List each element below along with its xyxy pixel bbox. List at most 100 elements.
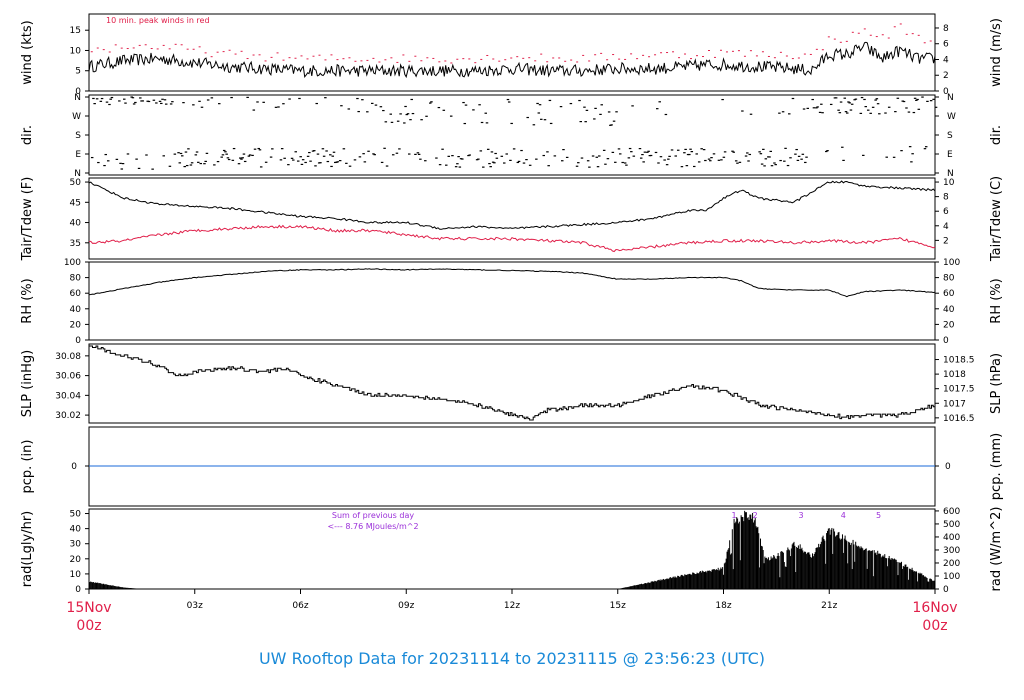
left-tick-label: 5 — [75, 67, 81, 77]
right-tick-label: N — [947, 93, 954, 103]
x-axis: 03z 06z 09z 12z 15z 18z 21z 15Nov 00z 16Nov 00z — [66, 588, 958, 634]
right-tick-label: 300 — [943, 546, 960, 556]
left-tick-label: 0 — [75, 585, 81, 595]
right-tick-label: 20 — [943, 320, 955, 330]
right-tick-label: 100 — [943, 258, 960, 268]
left-tick-label: 30 — [70, 540, 82, 550]
right-tick-label: 6 — [943, 40, 949, 50]
y-axis-label-left: wind (kts) — [20, 20, 35, 84]
right-tick-label: 4 — [943, 55, 949, 65]
left-tick-label: 80 — [70, 274, 82, 284]
left-tick-label: 40 — [70, 525, 82, 535]
air-temperature-line — [88, 180, 936, 230]
y-axis-label-right: wind (m/s) — [989, 18, 1004, 87]
left-tick-label: 20 — [70, 555, 82, 565]
left-tick-label: 30.02 — [55, 411, 81, 421]
radiation-sum-value: <--- 8.76 MJoules/m^2 — [327, 522, 418, 531]
left-tick-label: 45 — [70, 198, 81, 208]
left-tick-label: W — [72, 112, 81, 122]
right-tick-label: 500 — [943, 520, 960, 530]
left-tick-label: 40 — [70, 305, 82, 315]
y-axis-label-left: RH (%) — [20, 278, 35, 323]
right-tick-label: E — [947, 150, 953, 160]
right-tick-label: 4 — [943, 222, 949, 232]
left-tick-label: 50 — [70, 178, 82, 188]
y-axis-label-left: dir. — [20, 125, 35, 145]
right-tick-label: N — [947, 169, 954, 179]
dewpoint-line — [88, 224, 936, 253]
radiation-marker-3: 3 — [799, 511, 804, 520]
left-tick-label: 30.04 — [55, 391, 81, 401]
left-tick-label: 40 — [70, 219, 82, 229]
right-tick-label: 2 — [943, 236, 949, 246]
plot-footer: UW Rooftop Data for 20231114 to 20231115… — [259, 649, 765, 668]
x-tick-label: 18z — [715, 601, 731, 611]
x-tick-label: 21z — [821, 601, 837, 611]
left-tick-label: 100 — [64, 258, 81, 268]
right-tick-label: 1016.5 — [943, 414, 975, 424]
y-axis-label-left: pcp. (in) — [20, 440, 35, 494]
right-tick-label: W — [947, 112, 956, 122]
radiation-marker-2: 2 — [753, 511, 758, 520]
left-tick-label: 0 — [71, 462, 77, 472]
left-tick-label: 10 — [70, 570, 82, 580]
panel-frame-0 — [88, 13, 936, 92]
y-axis-label-left: rad(Lgly/hr) — [20, 511, 35, 587]
pressure-line — [89, 345, 936, 421]
right-tick-label: 8 — [943, 193, 949, 203]
radiation-sum-title: Sum of previous day — [332, 511, 414, 520]
right-tick-label: 1018.5 — [943, 356, 975, 366]
right-tick-label: 0 — [945, 462, 951, 472]
left-tick-label: N — [74, 93, 81, 103]
x-tick-label: 09z — [398, 601, 414, 611]
right-tick-label: 1018 — [943, 370, 966, 380]
x-tick-label: 15z — [610, 601, 626, 611]
radiation-marker-5: 5 — [876, 511, 881, 520]
wind-speed-line — [88, 41, 936, 79]
right-tick-label: 40 — [943, 305, 955, 315]
left-tick-label: 0 — [75, 336, 81, 346]
right-tick-label: 80 — [943, 274, 955, 284]
x-tick-label: 06z — [292, 601, 308, 611]
left-tick-label: E — [75, 150, 81, 160]
right-tick-label: 600 — [943, 507, 960, 517]
right-tick-label: 1017.5 — [943, 385, 975, 395]
x-end-date: 16Nov — [912, 600, 957, 616]
peak-wind-annotation: 10 min. peak winds in red — [106, 16, 210, 25]
right-tick-label: 200 — [943, 559, 960, 569]
y-axis-label-left: Tair/Tdew (F) — [20, 177, 35, 262]
right-tick-label: 2 — [943, 71, 949, 81]
left-tick-label: 60 — [70, 289, 82, 299]
right-tick-label: 400 — [943, 533, 960, 543]
x-tick-label: 12z — [504, 601, 520, 611]
y-axis-label-right: SLP (hPa) — [989, 353, 1004, 414]
panel-frame-1 — [88, 94, 936, 176]
y-axis-label-right: Tair/Tdew (C) — [989, 176, 1004, 262]
left-tick-label: N — [74, 169, 81, 179]
right-tick-label: 1017 — [943, 399, 966, 409]
left-tick-label: 50 — [70, 510, 82, 520]
panel-frame-3 — [88, 261, 936, 341]
right-tick-label: 60 — [943, 289, 955, 299]
left-tick-label: 20 — [70, 320, 82, 330]
y-axis-label-right: rad (W/m^2) — [989, 507, 1004, 592]
x-end-time: 00z — [922, 618, 947, 634]
left-tick-label: 15 — [70, 26, 81, 36]
panel-frame-4 — [88, 343, 936, 424]
right-tick-label: 10 — [943, 178, 955, 188]
right-tick-label: 0 — [943, 87, 949, 97]
left-tick-label: 0 — [75, 87, 81, 97]
left-tick-label: 35 — [70, 239, 81, 249]
right-tick-label: 6 — [943, 207, 949, 217]
y-axis-label-right: RH (%) — [989, 278, 1004, 323]
right-tick-label: 8 — [943, 24, 949, 34]
x-start-time: 00z — [76, 618, 101, 634]
y-axis-label-right: dir. — [989, 125, 1004, 145]
right-tick-label: 0 — [943, 585, 949, 595]
left-tick-label: 30.08 — [55, 352, 81, 362]
radiation-marker-4: 4 — [841, 511, 846, 520]
x-start-date: 15Nov — [66, 600, 111, 616]
left-tick-label: 30.06 — [55, 372, 81, 382]
